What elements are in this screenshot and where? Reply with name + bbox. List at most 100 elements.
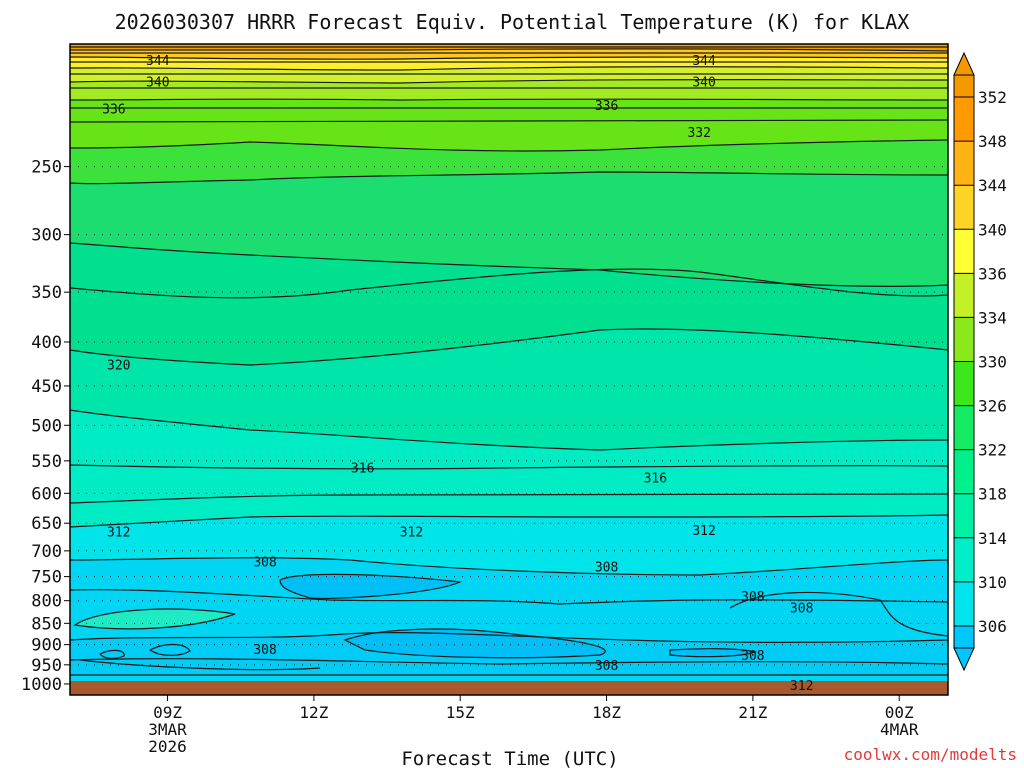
contour-label: 336: [102, 103, 125, 118]
contour-line: [70, 171, 948, 185]
contour-line: [729, 591, 948, 637]
y-tick-label: 850: [31, 614, 62, 634]
colorbar-tick-label: 326: [978, 397, 1007, 416]
contour-label: 308: [741, 590, 764, 605]
contour-line: [99, 649, 125, 660]
colorbar-segment: [954, 97, 974, 142]
x-tick-label: 3MAR: [148, 720, 187, 739]
y-tick-label: 650: [31, 514, 62, 534]
y-tick-label: 250: [31, 158, 62, 178]
colorbar-segment: [954, 273, 974, 318]
contour-label-text: 336: [595, 99, 618, 114]
x-tick-label: 00Z: [885, 703, 914, 722]
contour-label: 308: [595, 561, 618, 576]
contour-label-text: 316: [351, 462, 374, 477]
y-tick-label: 750: [31, 568, 62, 588]
contour-label: 308: [741, 649, 764, 664]
y-tick-label: 550: [31, 452, 62, 472]
contour-line: [148, 643, 191, 656]
contour-line: [70, 557, 948, 576]
contour-label-text: 344: [146, 54, 170, 69]
contour-label: 308: [253, 643, 276, 658]
colorbar-segment: [954, 75, 974, 98]
contour-line: [70, 409, 948, 451]
x-tick-label: 4MAR: [880, 720, 919, 739]
x-tick-label: 21Z: [738, 703, 767, 722]
colorbar-segment: [954, 493, 974, 538]
colorbar-segment: [954, 229, 974, 274]
contour-label-text: 332: [687, 126, 710, 141]
contour-label-text: 308: [253, 555, 276, 570]
contour-label: 320: [107, 359, 130, 374]
colorbar-tick-label: 334: [978, 308, 1007, 327]
contour-label-text: 308: [741, 649, 764, 664]
y-tick-label: 300: [31, 226, 62, 246]
contour-label-text: 316: [644, 471, 667, 486]
y-tick-label: 900: [31, 636, 62, 656]
colorbar: 306 310 314 318 322 326 330 334 336 340 344 348 352: [953, 51, 1007, 672]
contour-label-text: 312: [107, 526, 130, 541]
contour-line: [279, 573, 463, 600]
contour-label: 308: [253, 555, 276, 570]
x-tick-label: 18Z: [592, 703, 621, 722]
contour-label: 312: [692, 524, 715, 539]
contour-label-text: 308: [790, 602, 813, 617]
x-tick-label: 09Z: [153, 703, 182, 722]
colorbar-tick-label: 348: [978, 132, 1007, 151]
colorbar-tick-label: 352: [978, 88, 1007, 107]
colorbar-tick-label: 314: [978, 529, 1007, 548]
contour-line: [70, 673, 948, 677]
contour-label: 332: [687, 126, 710, 141]
colorbar-segment: [954, 625, 974, 648]
terrain-strip: [70, 681, 948, 695]
contour-label-text: 308: [595, 561, 618, 576]
y-tick-label: 950: [31, 656, 62, 676]
colorbar-segment: [954, 317, 974, 362]
contour-line: [73, 608, 236, 630]
contour-line: [70, 79, 948, 84]
contour-field: [70, 44, 948, 695]
colorbar-tick-label: 306: [978, 617, 1007, 636]
contour-line: [70, 98, 948, 101]
contour-line: [70, 658, 948, 665]
contour-label: 312: [790, 679, 813, 694]
contour-label-text: 320: [107, 359, 130, 374]
colorbar-segment: [954, 537, 974, 582]
contour-line: [669, 648, 758, 658]
colorbar-tick-label: 340: [978, 220, 1007, 239]
contour-label: 312: [400, 526, 423, 541]
y-tick-label: 700: [31, 542, 62, 562]
colorbar-tick-label: 310: [978, 573, 1007, 592]
colorbar-tick-label: 344: [978, 176, 1007, 195]
contour-labels: 344 344 340 340 336 336 332 320 316 316 312 312 312 3…: [102, 54, 813, 694]
x-tick-label: 15Z: [446, 703, 475, 722]
contour-label-text: 308: [253, 643, 276, 658]
y-tick-label: 500: [31, 416, 62, 436]
chart-title: 2026030307 HRRR Forecast Equiv. Potentia…: [115, 10, 910, 34]
contour-label: 308: [790, 602, 813, 617]
colorbar-tick-label: 322: [978, 441, 1007, 460]
y-tick-label: 450: [31, 377, 62, 397]
contour-label-text: 308: [741, 590, 764, 605]
contour-label: 344: [692, 54, 716, 69]
contour-label: 312: [107, 526, 130, 541]
contour-line: [343, 628, 606, 659]
contour-line: [79, 659, 321, 671]
y-tick-label: 600: [31, 484, 62, 504]
contour-label: 340: [692, 75, 715, 90]
contour-label: 344: [146, 54, 170, 69]
contour-label-text: 340: [146, 75, 169, 90]
x-tick-label: 2026: [148, 737, 187, 756]
colorbar-segment: [954, 185, 974, 230]
y-tick-label: 800: [31, 592, 62, 612]
contour-line: [70, 589, 948, 605]
x-tick-label: 12Z: [299, 703, 328, 722]
colorbar-segment: [954, 581, 974, 626]
contour-line: [70, 139, 948, 152]
contour-line: [70, 66, 948, 71]
contour-label: 316: [644, 471, 667, 486]
colorbar-bottom-arrow: [953, 647, 975, 672]
